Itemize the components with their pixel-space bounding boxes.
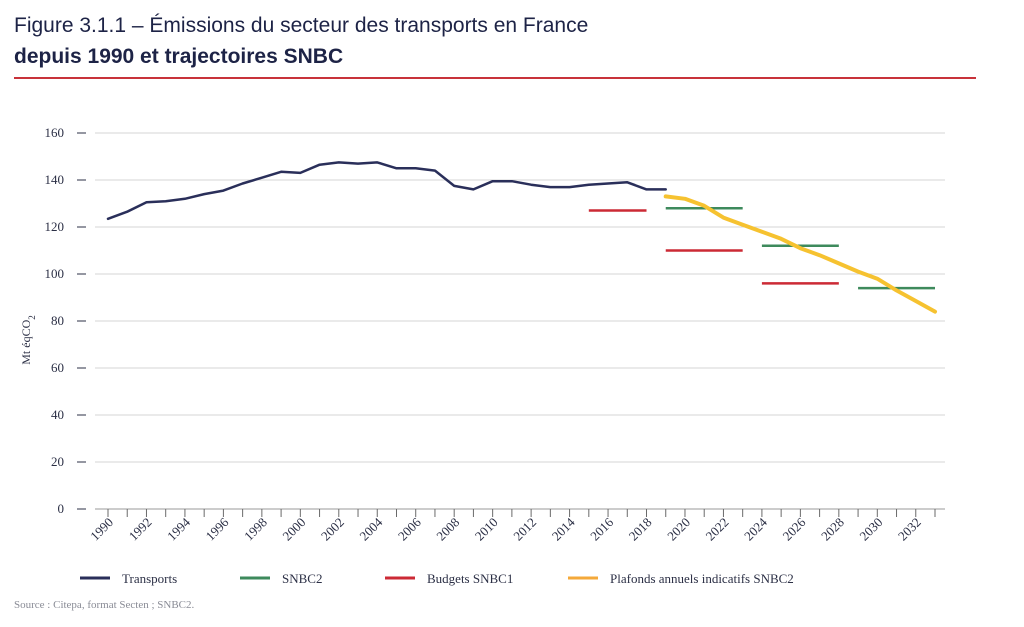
x-tick-label-2028: 2028: [818, 515, 847, 544]
x-tick-label-2014: 2014: [549, 514, 578, 543]
series-transports: [106, 161, 667, 221]
y-tick-label-100: 100: [45, 266, 65, 281]
line-plafonds-annuels-indicatifs-snbc2: [663, 194, 937, 314]
x-tick-label-2000: 2000: [279, 515, 308, 544]
x-tick-label-2016: 2016: [587, 514, 616, 543]
legend-label-budgets-snbc1: Budgets SNBC1: [427, 571, 513, 586]
title-divider: [14, 77, 976, 79]
y-tick-label-80: 80: [51, 313, 64, 328]
x-tick-label-1990: 1990: [87, 515, 116, 544]
legend-item-budgets-snbc1: Budgets SNBC1: [385, 571, 513, 586]
legend-label-snbc2: SNBC2: [282, 571, 322, 586]
x-tick-label-2022: 2022: [703, 515, 732, 544]
legend-item-plafonds-annuels-indicatifs-snbc2: Plafonds annuels indicatifs SNBC2: [568, 571, 794, 586]
y-tick-label-120: 120: [45, 219, 65, 234]
gridlines: [95, 132, 945, 510]
y-tick-label-60: 60: [51, 360, 64, 375]
y-tick-label-40: 40: [51, 407, 64, 422]
x-tick-label-2004: 2004: [356, 514, 385, 543]
x-tick-label-2008: 2008: [433, 515, 462, 544]
figure-title: Figure 3.1.1 – Émissions du secteur des …: [14, 14, 589, 37]
y-tick-label-0: 0: [58, 501, 65, 516]
x-tick-label-1998: 1998: [241, 515, 270, 544]
x-tick-label-2018: 2018: [626, 515, 655, 544]
x-tick-label-2012: 2012: [510, 515, 539, 544]
x-tick-label-2024: 2024: [741, 514, 770, 543]
x-tick-label-2006: 2006: [395, 514, 424, 543]
x-axis: 1990 1992 1994 1996 1998 2000 2002 2004 2006 2008…: [87, 508, 945, 544]
y-axis: 0 20 40 60 80 100 120 140 160: [45, 125, 86, 516]
x-tick-label-1994: 1994: [164, 514, 193, 543]
series-budgets-snbc1: [588, 209, 839, 285]
source-note: Source : Citepa, format Secten ; SNBC2.: [14, 599, 195, 611]
x-tick-label-2032: 2032: [895, 515, 924, 544]
x-tick-label-2002: 2002: [318, 515, 347, 544]
x-tick-label-1996: 1996: [203, 514, 232, 543]
legend: Transports SNBC2 Budgets SNBC1 Plafonds ann…: [80, 571, 794, 586]
figure-subtitle: depuis 1990 et trajectoires SNBC: [14, 45, 344, 68]
x-tick-label-2010: 2010: [472, 515, 501, 544]
line-transports: [106, 161, 667, 221]
x-tick-label-2030: 2030: [856, 515, 885, 544]
legend-item-transports: Transports: [80, 571, 177, 586]
series: [106, 161, 937, 314]
x-tick-label-2020: 2020: [664, 515, 693, 544]
y-axis-title: Mt éqCO2: [19, 315, 37, 365]
legend-label-transports: Transports: [122, 571, 177, 586]
x-tick-label-2026: 2026: [780, 514, 809, 543]
x-tick-label-1992: 1992: [126, 515, 155, 544]
legend-item-snbc2: SNBC2: [240, 571, 322, 586]
series-plafonds-annuels-indicatifs-snbc2: [663, 194, 937, 314]
legend-label-plafonds-annuels-indicatifs-snbc2: Plafonds annuels indicatifs SNBC2: [610, 571, 794, 586]
y-tick-label-140: 140: [45, 172, 65, 187]
y-tick-label-20: 20: [51, 454, 64, 469]
y-tick-label-160: 160: [45, 125, 65, 140]
